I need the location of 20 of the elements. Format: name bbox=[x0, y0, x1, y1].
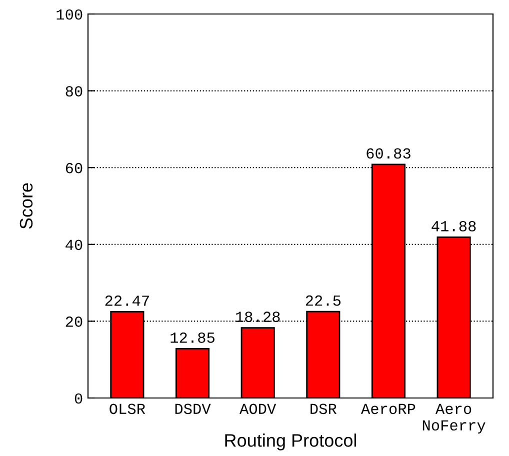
x-tick-label: DSDV bbox=[175, 404, 211, 414]
x-tick-label: AeroRP bbox=[360, 404, 416, 414]
y-tick-label: 20 bbox=[66, 316, 82, 327]
data-label: 22.47 bbox=[105, 296, 149, 306]
x-axis-title: Routing Protocol bbox=[225, 434, 356, 450]
data-label: 18.28 bbox=[236, 312, 280, 322]
y-tick-label: 100 bbox=[56, 9, 82, 20]
x-tick-label: AODV bbox=[240, 404, 276, 414]
y-tick-label: 0 bbox=[74, 393, 82, 404]
data-label: 41.88 bbox=[432, 221, 476, 232]
data-label: 22.5 bbox=[306, 295, 341, 306]
x-tick-label: OLSR bbox=[110, 404, 146, 414]
y-tick-label: 40 bbox=[66, 240, 82, 250]
data-label: 12.85 bbox=[170, 332, 214, 343]
x-tick-label: DSR bbox=[310, 404, 337, 414]
y-tick-label: 80 bbox=[66, 86, 82, 96]
x-tick-label: Aero NoFerry bbox=[422, 404, 486, 434]
y-tick-label: 60 bbox=[66, 162, 82, 174]
data-label: 60.83 bbox=[366, 148, 410, 159]
y-axis-title: Score bbox=[20, 183, 33, 229]
